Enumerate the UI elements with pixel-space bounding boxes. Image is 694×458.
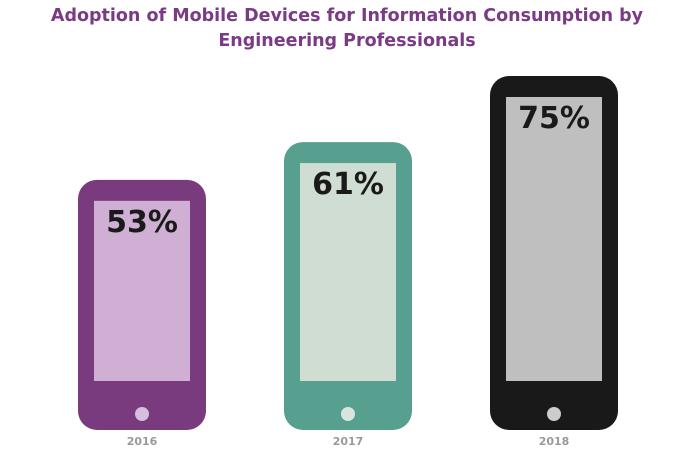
chart-title-line-2: Engineering Professionals: [218, 31, 476, 51]
phone-screen-2017: [300, 163, 396, 381]
phone-screen-2018: [506, 97, 602, 381]
value-label-2016: 53%: [106, 205, 178, 240]
home-button-2018: [547, 407, 561, 421]
category-label-2016: 2016: [127, 435, 158, 448]
phone-screen-2016: [94, 200, 190, 381]
home-button-2017: [341, 407, 355, 421]
category-label-2018: 2018: [539, 435, 570, 448]
value-label-2018: 75%: [518, 101, 590, 136]
chart-title: Adoption of Mobile Devices for Informati…: [0, 4, 694, 54]
value-label-2017: 61%: [312, 167, 384, 202]
home-button-2016: [135, 407, 149, 421]
chart-title-line-1: Adoption of Mobile Devices for Informati…: [50, 6, 644, 26]
category-label-2017: 2017: [333, 435, 364, 448]
